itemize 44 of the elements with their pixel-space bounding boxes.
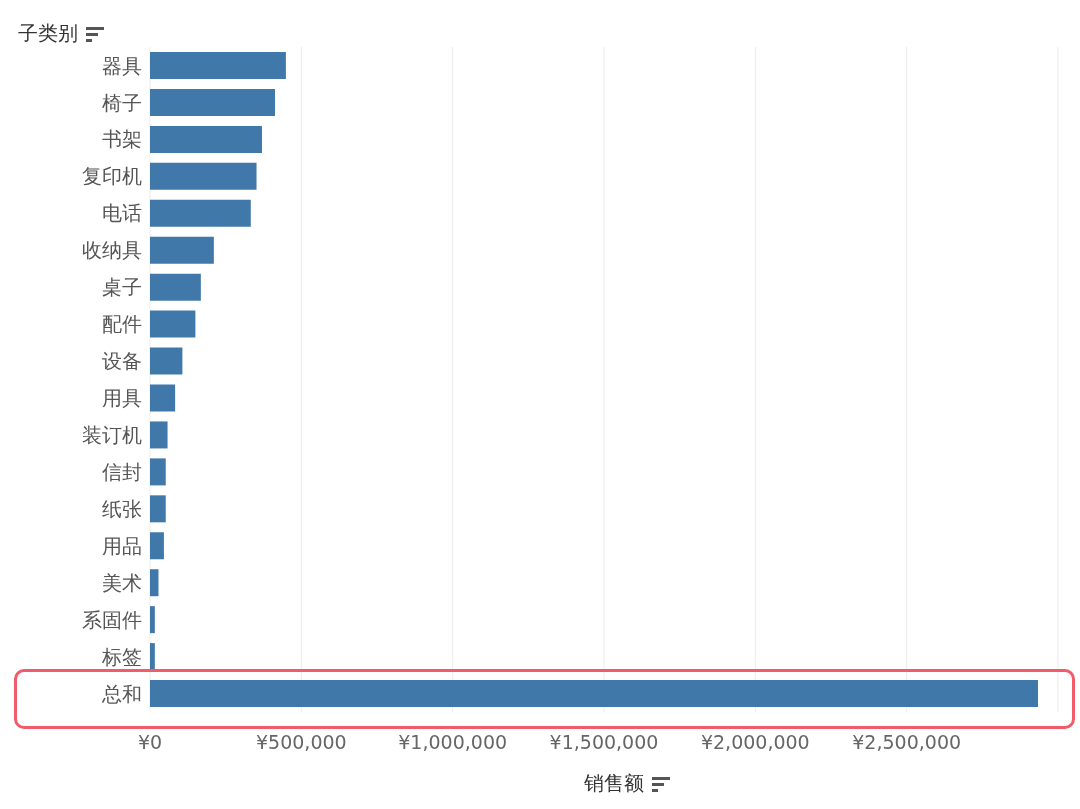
y-tick-label: 椅子 [102,90,142,115]
y-tick-label: 桌子 [102,275,142,300]
x-tick-label: ¥2,000,000 [700,731,810,754]
bar [150,52,286,79]
y-tick-label: 装订机 [82,423,142,448]
bar [150,347,183,375]
bar [150,421,168,449]
bar [150,495,166,523]
bar [150,310,196,338]
bar [150,88,275,116]
y-tick-label: 复印机 [82,164,142,189]
y-tick-label: 信封 [102,459,142,484]
x-tick-label: ¥1,500,000 [549,731,659,754]
bar [150,569,159,597]
x-tick-label: ¥0 [137,731,163,754]
x-tick-label: ¥2,500,000 [852,731,962,754]
bar [150,606,155,634]
y-tick-label: 配件 [102,312,142,337]
bar [150,236,214,264]
bar [150,532,164,560]
y-tick-label: 纸张 [102,496,142,521]
bar [150,680,1039,708]
y-tick-label: 总和 [101,681,142,706]
y-tick-label: 用具 [102,386,142,411]
bar [150,199,251,227]
bar [150,384,176,412]
y-tick-label: 电话 [102,201,142,226]
y-tick-label: 器具 [102,53,142,78]
y-tick-label: 设备 [102,349,142,374]
bar [150,458,166,486]
x-axis-title: 销售额 [584,770,644,797]
bar [150,162,257,190]
y-tick-label: 系固件 [82,607,142,632]
x-tick-label: ¥500,000 [256,731,347,754]
bar [150,125,262,153]
bar [150,643,155,671]
y-tick-label: 书架 [102,127,142,152]
y-tick-label: 用品 [102,533,142,558]
y-tick-label: 标签 [101,644,142,669]
y-tick-label: 美术 [102,570,142,595]
y-axis-title: 子类别 [18,20,78,47]
y-tick-label: 收纳具 [82,238,142,263]
bar [150,273,201,301]
x-tick-label: ¥1,000,000 [398,731,508,754]
